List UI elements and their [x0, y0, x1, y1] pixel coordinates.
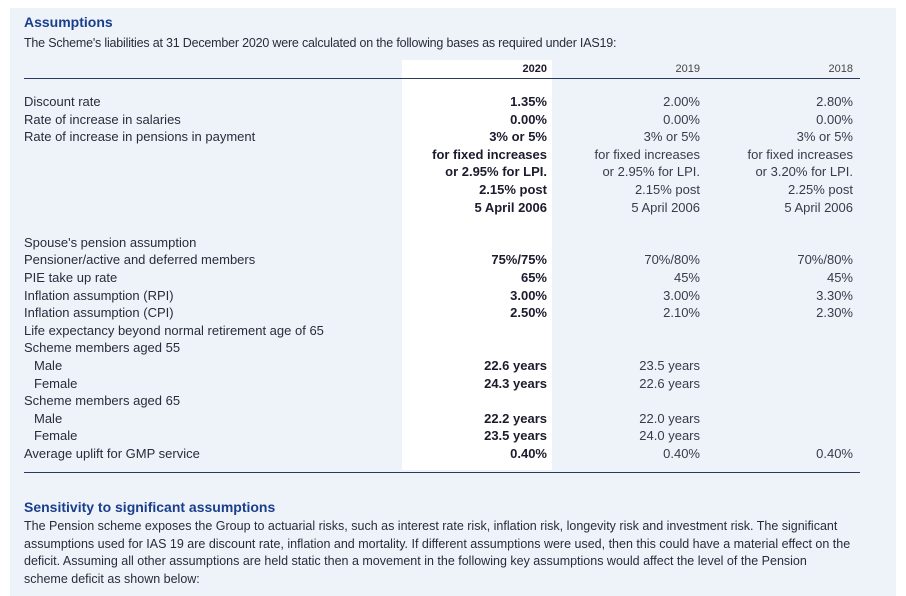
cell-2020: for fixed increases	[432, 146, 547, 162]
cell-2018	[710, 410, 853, 428]
cell-2020: 22.2 years	[484, 410, 547, 426]
cell-2018: 3.30%	[816, 287, 853, 303]
cell-2019: 3% or 5%	[643, 129, 700, 145]
row-label: Rate of increase in pensions in payment	[24, 129, 256, 145]
row-label: Male	[34, 410, 63, 426]
cell-2019	[560, 216, 700, 234]
row-label	[24, 146, 394, 164]
row-label: Average uplift for GMP service	[24, 445, 200, 461]
sensitivity-title: Sensitivity to significant assumptions	[24, 499, 276, 515]
row-label: Female	[34, 375, 78, 391]
cell-2019: 0.40%	[663, 445, 700, 461]
cell-2018	[710, 322, 853, 340]
row-label: Inflation assumption (CPI)	[24, 305, 174, 321]
cell-2019: 23.5 years	[639, 357, 700, 373]
cell-2018	[710, 375, 853, 393]
cell-2019: 22.0 years	[639, 410, 700, 426]
row-label: Female	[34, 428, 78, 444]
cell-2018: 2.30%	[816, 305, 853, 321]
cell-2020: 2.15% post	[479, 181, 547, 197]
cell-2018: 70%/80%	[797, 252, 853, 268]
row-label	[24, 163, 394, 181]
cell-2018: 2.80%	[816, 94, 853, 109]
row-label: Rate of increase in salaries	[24, 111, 181, 127]
header-2019: 2019	[675, 63, 700, 75]
sensitivity-text: The Pension scheme exposes the Group to …	[24, 519, 851, 586]
cell-2020: 75%/75%	[491, 252, 547, 268]
cell-2020	[402, 392, 547, 410]
cell-2019: for fixed increases	[594, 146, 701, 162]
cell-2020: 23.5 years	[484, 428, 547, 444]
cell-2020: 0.40%	[510, 445, 547, 461]
cell-2018	[710, 339, 853, 357]
cell-2019: 2.00%	[663, 94, 700, 109]
row-label: Scheme members aged 65	[24, 393, 181, 409]
cell-2018	[710, 357, 853, 375]
cell-2020	[402, 322, 547, 340]
cell-2019: 70%/80%	[644, 252, 700, 268]
assumptions-title: Assumptions	[24, 14, 113, 30]
header-rule	[24, 78, 860, 79]
cell-2020: 0.00%	[510, 111, 547, 127]
cell-2019	[560, 234, 700, 252]
row-label: Spouse's pension assumption	[24, 234, 197, 250]
cell-2018: 45%	[826, 269, 853, 285]
document-page: Assumptions The Scheme's liabilities at …	[10, 8, 896, 596]
cell-2018	[710, 392, 853, 410]
cell-2019: 3.00%	[663, 287, 700, 303]
row-label: Discount rate	[24, 94, 101, 109]
cell-2019: 5 April 2006	[631, 199, 700, 215]
cell-2019: or 2.95% for LPI.	[602, 164, 700, 180]
cell-2020	[402, 234, 547, 252]
highlight-column-2020	[402, 60, 552, 470]
cell-2020: or 2.95% for LPI.	[445, 164, 547, 180]
cell-2020: 2.50%	[510, 305, 547, 321]
row-label	[24, 216, 394, 234]
cell-2019: 2.15% post	[634, 181, 700, 197]
cell-2020: 1.35%	[510, 94, 547, 109]
cell-2018	[710, 234, 853, 252]
cell-2020: 65%	[520, 269, 547, 285]
cell-2019: 2.10%	[663, 305, 700, 321]
row-label: Pensioner/active and deferred members	[24, 252, 256, 268]
cell-2019	[560, 339, 700, 357]
cell-2020	[402, 339, 547, 357]
row-label	[24, 181, 394, 199]
cell-2019: 0.00%	[663, 111, 700, 127]
header-2020: 2020	[522, 63, 547, 75]
cell-2020: 3% or 5%	[489, 129, 547, 145]
cell-2018: for fixed increases	[747, 146, 854, 162]
cell-2020	[402, 216, 547, 234]
cell-2018: 5 April 2006	[784, 199, 853, 215]
cell-2019	[560, 392, 700, 410]
cell-2019	[560, 322, 700, 340]
cell-2018: 2.25% post	[787, 181, 853, 197]
cell-2019: 22.6 years	[639, 375, 700, 391]
row-label: Scheme members aged 55	[24, 340, 181, 356]
row-label	[24, 199, 394, 217]
row-label: Male	[34, 357, 63, 373]
table-bottom-rule	[24, 472, 860, 473]
cell-2020: 5 April 2006	[474, 199, 547, 215]
header-2018: 2018	[828, 63, 853, 75]
cell-2020: 22.6 years	[484, 357, 547, 373]
cell-2018: 0.40%	[816, 445, 853, 461]
row-label: Life expectancy beyond normal retirement…	[24, 322, 324, 338]
row-label: Inflation assumption (RPI)	[24, 287, 174, 303]
column-2019: 2.00% 0.00% 3% or 5% for fixed increases or …	[560, 93, 701, 462]
cell-2018	[710, 427, 853, 445]
cell-2020: 3.00%	[510, 287, 547, 303]
row-label: PIE take up rate	[24, 269, 118, 285]
column-2018: 2.80% 0.00% 3% or 5% for fixed increases or …	[710, 93, 854, 462]
cell-2018: 3% or 5%	[796, 129, 853, 145]
cell-2018	[710, 216, 853, 234]
cell-2019: 45%	[673, 269, 700, 285]
row-labels: Discount rate Rate of increase in salarie…	[24, 93, 394, 462]
assumptions-intro: The Scheme's liabilities at 31 December …	[24, 36, 617, 50]
column-2020: 1.35% 0.00% 3% or 5% for fixed increases or …	[402, 93, 547, 462]
cell-2019: 24.0 years	[639, 428, 700, 444]
cell-2018: 0.00%	[816, 111, 853, 127]
cell-2018: or 3.20% for LPI.	[755, 164, 853, 180]
cell-2020: 24.3 years	[484, 375, 547, 391]
